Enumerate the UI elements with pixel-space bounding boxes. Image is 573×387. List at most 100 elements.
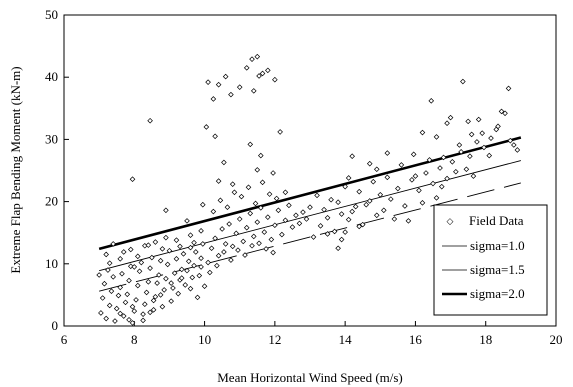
y-axis: 0 10 20 30 40 50 <box>45 7 69 333</box>
field-data-point <box>447 114 454 121</box>
field-data-point <box>117 284 124 291</box>
field-data-point <box>127 263 134 270</box>
field-data-point <box>182 282 189 288</box>
field-data-point <box>296 220 303 227</box>
field-data-point <box>456 142 463 148</box>
field-data-point <box>99 295 106 301</box>
field-data-point <box>113 305 120 312</box>
field-data-point <box>356 188 362 195</box>
field-data-point <box>467 153 473 159</box>
field-data-point <box>458 149 464 155</box>
field-data-point <box>428 98 435 104</box>
field-data-point <box>103 251 109 258</box>
x-tick-label: 6 <box>61 332 68 347</box>
field-data-point <box>215 178 222 184</box>
field-data-point <box>161 287 167 293</box>
field-data-point <box>279 231 285 238</box>
field-data-point <box>131 264 138 270</box>
field-data-point <box>444 175 450 182</box>
field-data-point <box>126 277 132 284</box>
field-data-point <box>507 137 514 144</box>
field-data-point <box>140 311 146 317</box>
field-data-point <box>402 203 408 209</box>
field-data-point <box>203 124 210 130</box>
field-data-point <box>277 129 283 135</box>
field-data-point <box>384 174 391 181</box>
field-data-point <box>115 292 122 299</box>
field-data-point <box>465 118 471 125</box>
field-data-point <box>486 152 493 159</box>
field-data-point <box>303 216 310 222</box>
field-data-point <box>212 133 218 140</box>
field-data-point <box>142 301 148 308</box>
field-data-point <box>221 249 227 255</box>
field-data-point <box>433 195 440 201</box>
field-data-point <box>307 204 313 210</box>
field-data-point <box>166 247 173 254</box>
field-data-point <box>175 290 182 297</box>
field-data-point <box>226 221 232 227</box>
field-data-point <box>265 214 271 220</box>
field-data-point <box>266 191 273 197</box>
field-data-point <box>243 224 250 231</box>
field-data-point <box>184 267 190 274</box>
field-data-point <box>124 291 131 298</box>
field-data-point <box>453 168 459 175</box>
field-data-point <box>143 289 150 296</box>
field-data-point <box>449 158 456 165</box>
field-data-point <box>331 228 338 235</box>
field-data-point <box>171 270 178 276</box>
field-data-point <box>122 299 129 306</box>
field-data-point <box>173 237 180 243</box>
field-data-point <box>106 260 113 266</box>
field-data-point <box>475 116 482 123</box>
field-data-point <box>410 151 417 158</box>
field-data-point <box>163 234 169 241</box>
field-data-point <box>150 307 157 313</box>
field-data-point <box>214 262 220 269</box>
field-data-point <box>256 240 262 247</box>
field-data-point <box>324 231 331 237</box>
field-data-point <box>373 212 380 219</box>
y-tick-label: 10 <box>45 256 58 271</box>
field-data-point <box>96 272 102 278</box>
field-data-point <box>222 73 229 80</box>
field-data-point <box>217 197 224 204</box>
field-data-point <box>275 207 282 214</box>
line-sigma-2-0 <box>98 136 522 251</box>
field-data-point <box>133 297 139 303</box>
legend-label-sigma-2-0: sigma=2.0 <box>470 286 525 301</box>
field-data-point <box>345 216 352 223</box>
field-data-point <box>377 191 384 198</box>
field-data-point <box>366 198 373 204</box>
field-data-point <box>395 185 401 192</box>
field-data-point <box>129 320 136 326</box>
field-data-point <box>314 192 320 199</box>
field-data-point <box>310 234 317 240</box>
field-data-point <box>236 84 243 90</box>
field-data-point <box>150 297 157 304</box>
field-data-point <box>154 280 160 286</box>
field-data-point <box>261 229 268 235</box>
field-data-point <box>352 203 359 210</box>
field-data-point <box>110 241 116 247</box>
field-data-point <box>147 309 153 316</box>
field-data-point <box>470 173 477 179</box>
y-tick-label: 0 <box>52 318 59 333</box>
y-tick-label: 50 <box>45 7 58 22</box>
field-data-point <box>159 303 166 310</box>
field-data-point <box>173 256 180 262</box>
field-data-point <box>250 233 257 240</box>
field-data-point <box>370 178 377 185</box>
field-data-point <box>219 226 225 232</box>
field-data-point <box>136 268 143 275</box>
field-data-point <box>272 76 278 83</box>
field-data-point <box>185 258 192 265</box>
field-data-point <box>242 252 248 258</box>
field-data-point <box>338 211 345 217</box>
field-data-point <box>268 236 275 243</box>
field-data-point <box>321 206 327 213</box>
field-data-point <box>247 210 254 217</box>
field-data-point <box>238 193 245 200</box>
field-data-point <box>405 218 412 224</box>
